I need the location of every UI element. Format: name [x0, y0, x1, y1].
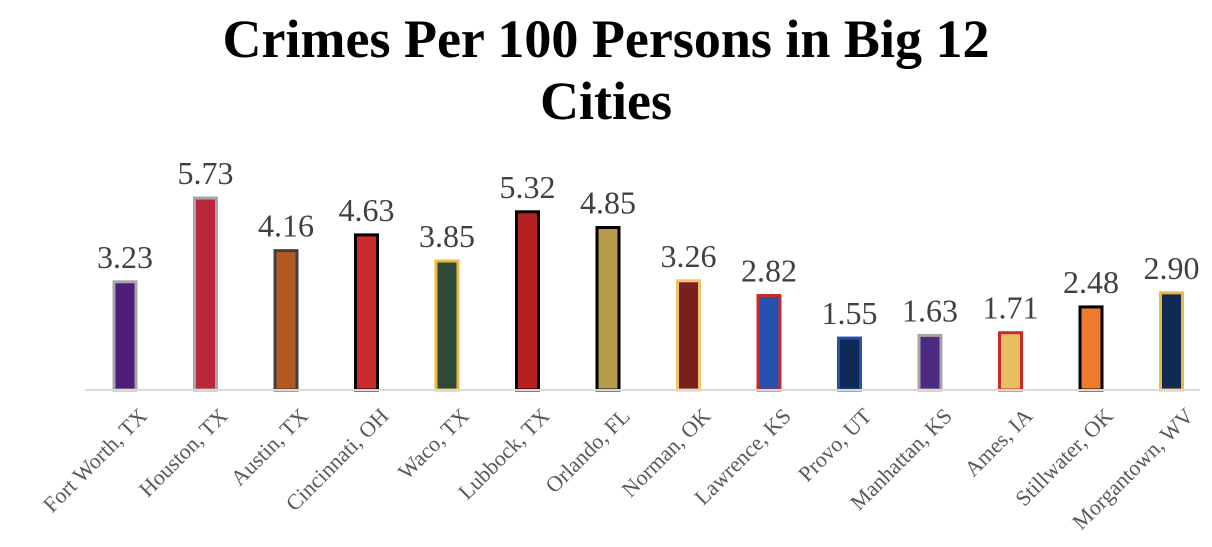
- bar-norman-ok: [676, 279, 701, 392]
- category-label-waco-tx: Waco, TX: [393, 403, 474, 484]
- category-label-fort-worth-tx: Fort Worth, TX: [38, 403, 152, 517]
- bar-houston-tx: [193, 196, 218, 392]
- data-label-houston-tx: 5.73: [178, 155, 234, 191]
- bar-austin-tx: [273, 249, 299, 392]
- data-label-fort-worth-tx: 3.23: [97, 239, 153, 275]
- bar-manhattan-ks: [917, 333, 943, 392]
- bar-morgantown-wv: [1159, 291, 1184, 392]
- bar-lawrence-ks: [756, 294, 782, 392]
- data-label-orlando-fl: 4.85: [580, 185, 636, 221]
- bar-series: [112, 196, 1184, 392]
- chart-title-line-1: Crimes Per 100 Persons in Big 12: [222, 9, 990, 69]
- data-labels: 3.23 5.73 4.16 4.63 3.85 5.32 4.85 3.26 2.82 1.55…: [97, 155, 1200, 331]
- bar-stillwater-ok: [1078, 305, 1104, 392]
- data-label-norman-ok: 3.26: [661, 238, 717, 274]
- bar-orlando-fl: [595, 226, 621, 392]
- data-label-lubbock-tx: 5.32: [500, 169, 556, 205]
- bar-fort-worth-tx: [112, 280, 138, 392]
- data-label-lawrence-ks: 2.82: [741, 253, 797, 289]
- data-label-manhattan-ks: 1.63: [902, 292, 958, 328]
- data-label-provo-ut: 1.55: [822, 295, 878, 331]
- bar-ames-ia: [998, 331, 1023, 392]
- category-label-provo-ut: Provo, UT: [793, 403, 877, 487]
- data-label-waco-tx: 3.85: [419, 218, 475, 254]
- bar-waco-tx: [434, 259, 460, 392]
- category-label-ames-ia: Ames, IA: [959, 403, 1037, 481]
- category-label-austin-tx: Austin, TX: [225, 403, 312, 490]
- bar-lubbock-tx: [515, 210, 540, 392]
- chart-title-line-2: Cities: [540, 71, 672, 131]
- data-label-cincinnati-oh: 4.63: [339, 192, 395, 228]
- data-label-morgantown-wv: 2.90: [1144, 250, 1200, 286]
- chart-title: Crimes Per 100 Persons in Big 12 Cities: [0, 8, 1212, 132]
- bar-cincinnati-oh: [354, 233, 379, 392]
- data-label-ames-ia: 1.71: [983, 290, 1039, 326]
- data-label-austin-tx: 4.16: [258, 208, 314, 244]
- bar-provo-ut: [837, 336, 862, 392]
- data-label-stillwater-ok: 2.48: [1063, 264, 1119, 300]
